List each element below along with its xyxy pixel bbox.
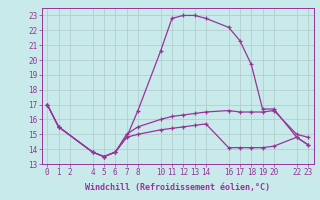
X-axis label: Windchill (Refroidissement éolien,°C): Windchill (Refroidissement éolien,°C) bbox=[85, 183, 270, 192]
